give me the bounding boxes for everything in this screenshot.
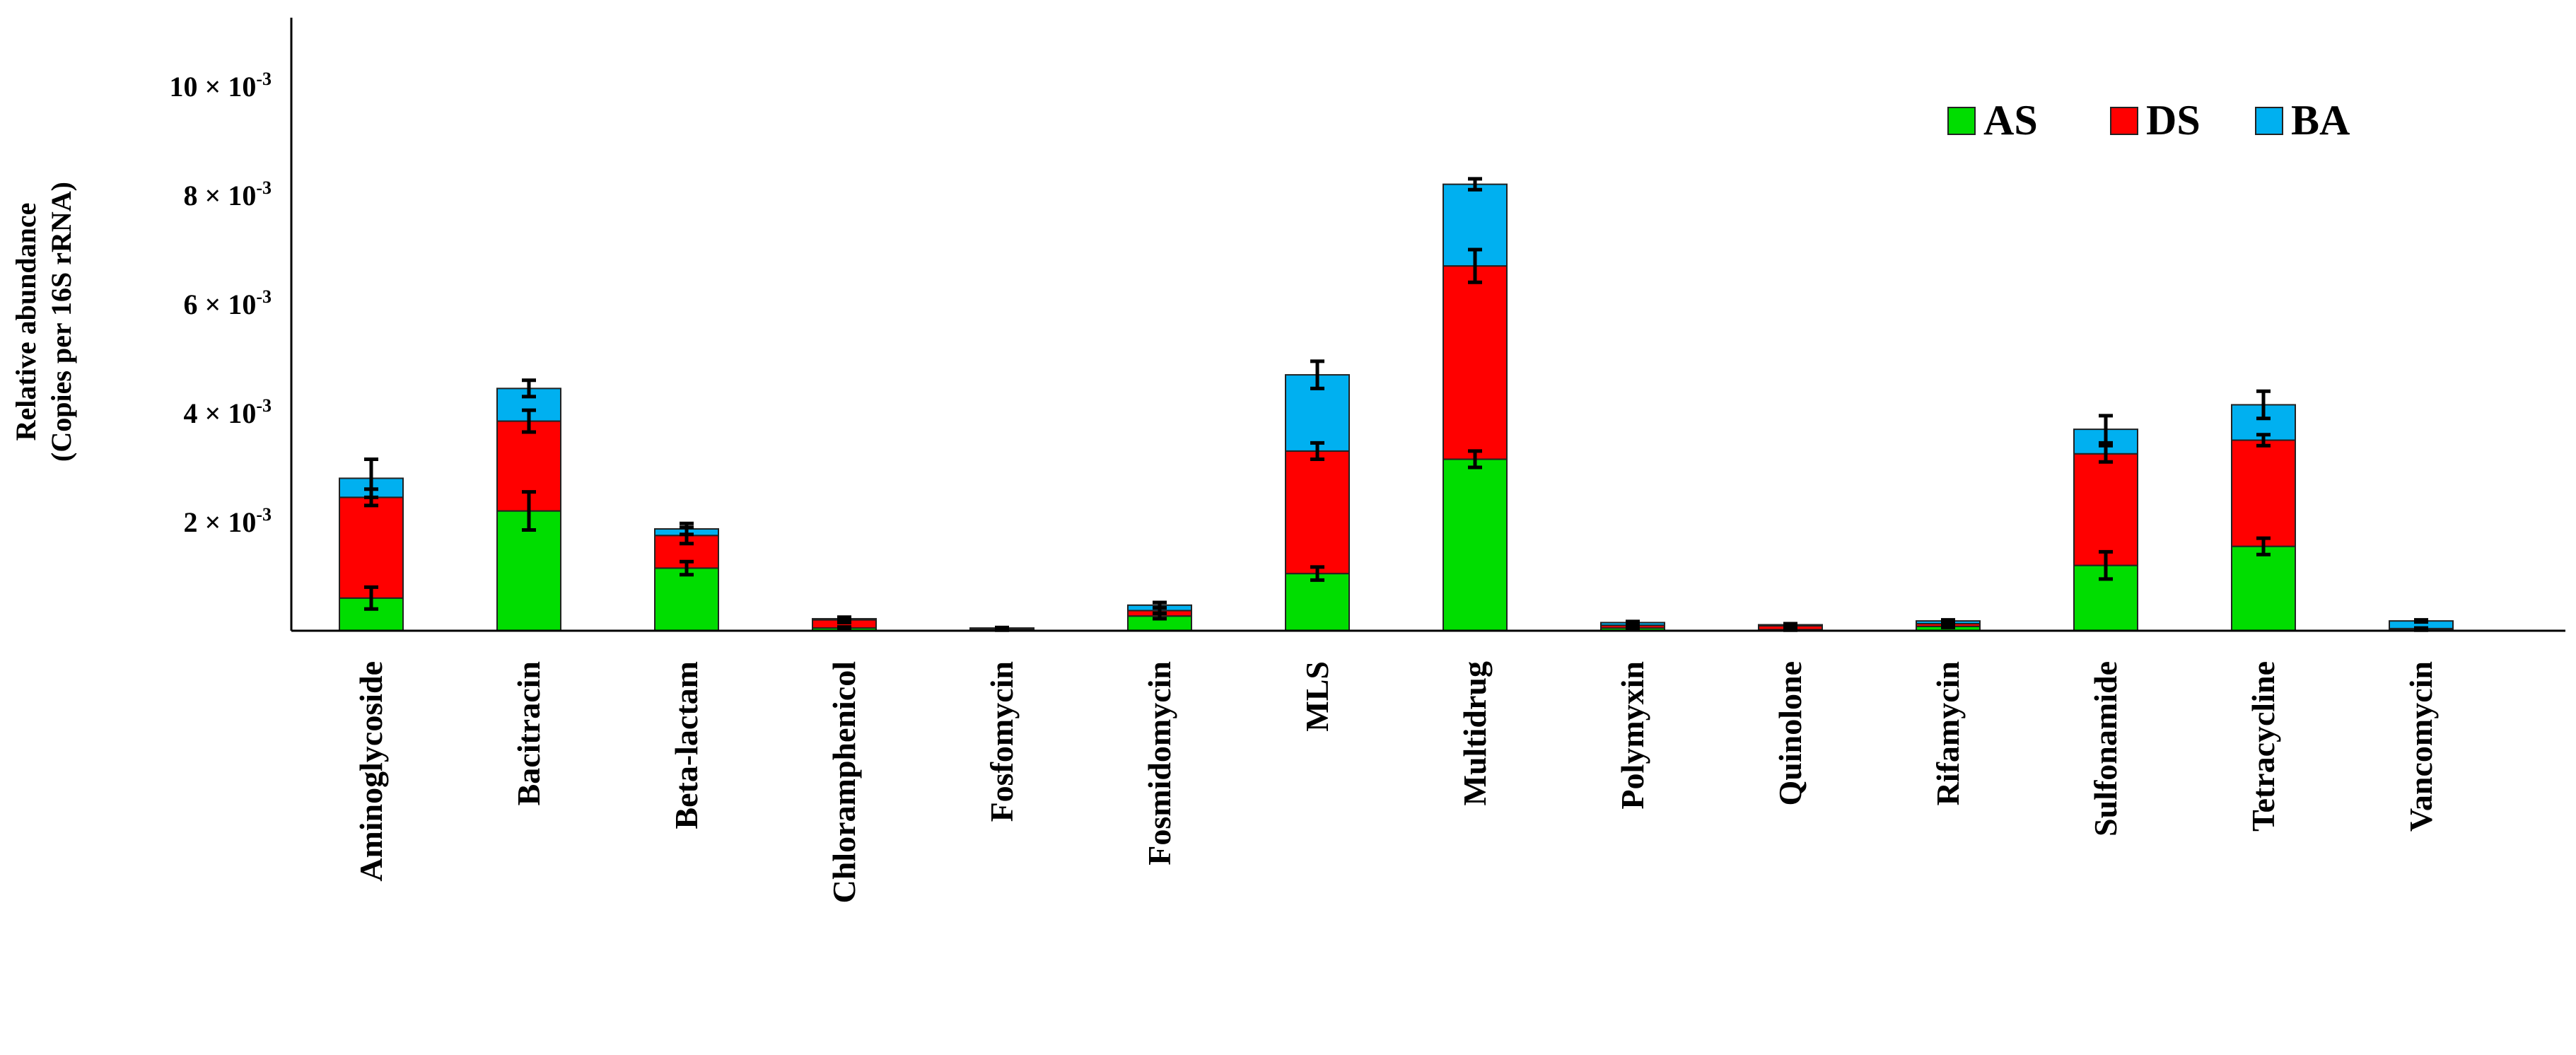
error-bar [837,625,851,631]
error-bar [680,521,694,537]
legend-label: AS [1983,97,2038,144]
bar-ds-segment [2073,453,2138,566]
error-bar [522,490,536,532]
x-tick-label: Bacitracin [511,661,547,805]
error-bar [2414,626,2428,631]
error-bar [2256,433,2271,448]
x-tick-label: Fosfomycin [984,661,1020,822]
y-tick-exponent: -3 [256,395,272,416]
y-tick-label: 10 × 10-3 [170,69,272,103]
bar-ds-segment [339,496,404,599]
y-axis-label: Relative abundance (Copies per 16S rRNA) [10,182,77,462]
error-bar [2099,443,2113,464]
x-tick-label: Vancomycin [2403,661,2439,832]
y-tick-label: 4 × 10-3 [184,395,272,429]
y-axis-label-line1: Relative abundance [10,203,42,441]
error-bar [1468,449,1482,470]
error-bar [1626,619,1640,626]
error-bar [2256,536,2271,556]
error-bar [522,408,536,434]
y-tick-exponent: -3 [256,177,272,198]
error-bar [1310,441,1324,461]
legend-swatch [2255,107,2283,135]
error-bar [1310,565,1324,582]
legend-swatch [2110,107,2138,135]
error-bar [1468,177,1482,192]
x-axis-category-labels: Aminoglycoside Bacitracin Beta-lactam Chlor… [353,661,2439,903]
bars-layer [339,183,2454,632]
bar-ds-segment [1285,450,1350,575]
error-bar [1941,618,1955,624]
x-tick-label: Chloramphenicol [826,661,862,903]
y-tick-label: 6 × 10-3 [184,286,272,320]
bar-as-segment [1443,458,1508,632]
bar-ds-segment [1443,265,1508,460]
x-tick-label: Fosmidomycin [1141,661,1177,865]
legend-swatch [1947,107,1976,135]
error-bar [364,585,378,611]
legend-label: DS [2146,97,2201,144]
error-bar [1310,359,1324,390]
axes [290,18,2565,632]
error-bar [364,457,378,499]
x-tick-label: Multidrug [1457,661,1493,805]
y-tick-exponent: -3 [256,504,272,525]
x-tick-label: Sulfonamide [2087,661,2123,837]
error-bar [1783,622,1797,628]
error-bar [522,378,536,399]
bar-as-segment [654,567,719,632]
legend: AS DS BA [1947,97,2350,144]
error-bar [2099,549,2113,581]
x-tick-label: Quinolone [1772,661,1808,806]
bar-as-segment [2231,545,2296,632]
error-bar [1468,247,1482,284]
error-bar [2256,389,2271,421]
bar-as-segment [1285,573,1350,632]
x-tick-label: Tetracycline [2245,661,2281,832]
y-axis-ticks: 2 × 10-3 4 × 10-3 6 × 10-3 8 × 10-3 10 × 10-… [170,69,272,538]
legend-label: BA [2291,97,2350,144]
error-bars-layer [364,177,2428,632]
x-tick-label: Rifamycin [1930,661,1966,805]
x-tick-label: Beta-lactam [668,661,704,829]
error-bar [2099,414,2113,445]
bar-ds-segment [2231,439,2296,547]
y-tick-exponent: -3 [256,286,272,307]
x-tick-label: Polymyxin [1614,661,1650,810]
y-tick-label: 2 × 10-3 [184,504,272,538]
error-bar [680,559,694,577]
y-tick-label: 8 × 10-3 [184,177,272,211]
x-tick-label: Aminoglycoside [353,661,389,882]
error-bar [2414,618,2428,624]
x-tick-label: MLS [1299,661,1335,732]
y-axis-label-line2: (Copies per 16S rRNA) [45,182,77,462]
y-tick-exponent: -3 [256,69,272,89]
error-bar [1153,600,1167,610]
error-bar [995,625,1009,631]
error-bar [837,616,851,622]
